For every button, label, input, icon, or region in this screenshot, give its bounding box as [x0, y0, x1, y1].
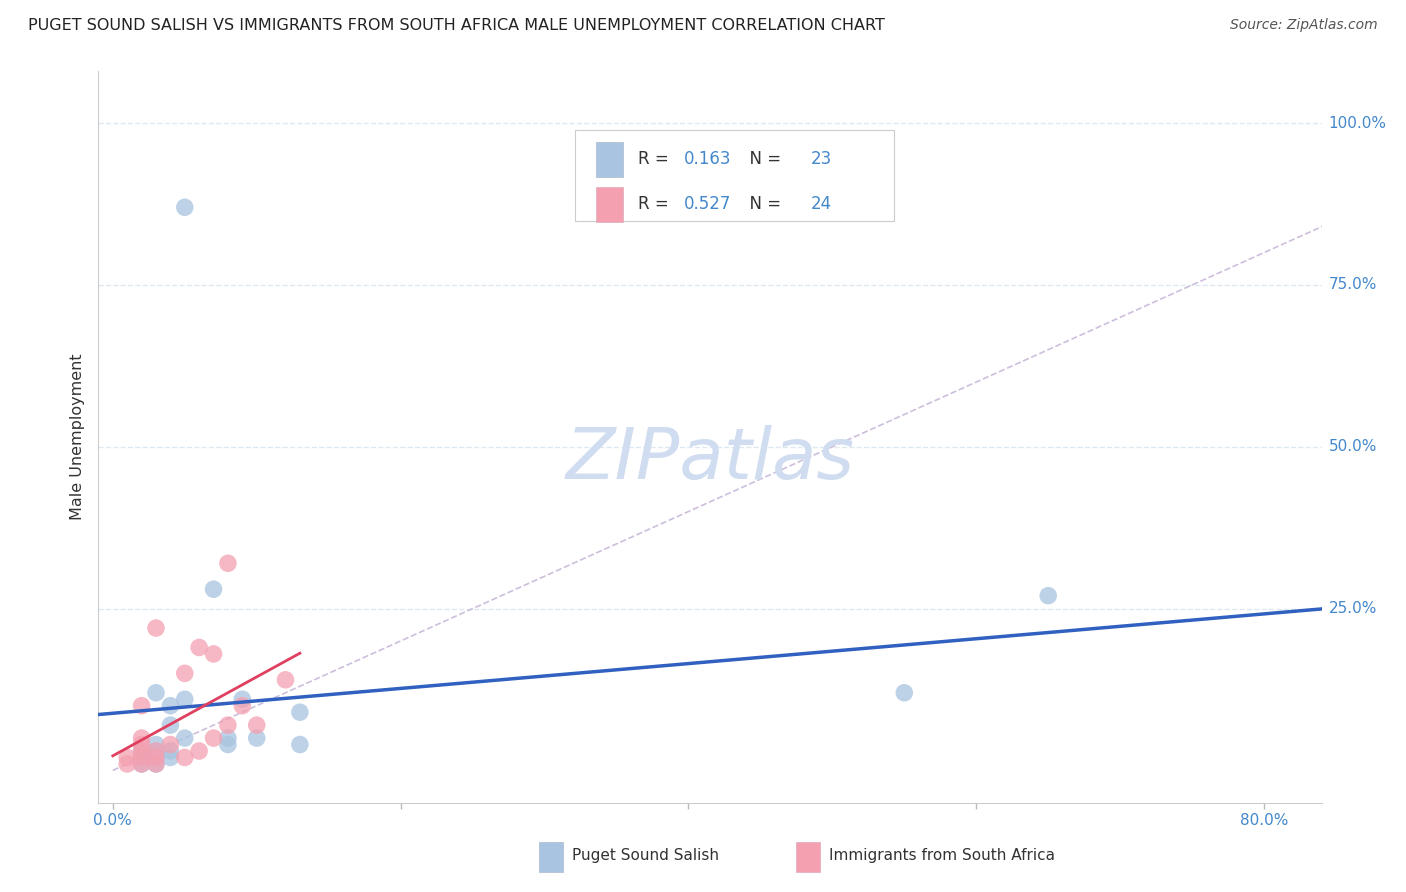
Point [288, 705, 311, 719]
Point [173, 731, 195, 745]
Point [131, 731, 153, 745]
Point [159, 750, 181, 764]
Point [145, 621, 167, 635]
Point [188, 744, 211, 758]
Bar [796, 842, 820, 871]
Point [131, 744, 153, 758]
Text: 0.163: 0.163 [685, 150, 733, 168]
Point [115, 756, 138, 771]
Point [145, 750, 167, 764]
Text: 100.0%: 100.0% [1329, 116, 1386, 130]
Point [131, 756, 153, 771]
Point [145, 756, 167, 771]
Point [131, 738, 153, 752]
Point [202, 731, 225, 745]
Point [159, 744, 181, 758]
Bar [596, 142, 623, 177]
Point [231, 698, 253, 713]
Point [217, 738, 239, 752]
Point [217, 718, 239, 732]
Point [202, 647, 225, 661]
Text: ZIPatlas: ZIPatlas [565, 425, 855, 493]
Point [231, 692, 253, 706]
Text: Source: ZipAtlas.com: Source: ZipAtlas.com [1230, 18, 1378, 32]
Text: R =: R = [638, 195, 673, 213]
Text: 50.0%: 50.0% [1329, 439, 1376, 454]
Point [217, 557, 239, 571]
Text: N =: N = [740, 195, 787, 213]
Text: 23: 23 [810, 150, 831, 168]
Point [131, 744, 153, 758]
FancyBboxPatch shape [575, 130, 894, 221]
Text: R =: R = [638, 150, 673, 168]
Point [246, 718, 269, 732]
Point [131, 750, 153, 764]
Y-axis label: Male Unemployment: Male Unemployment [70, 354, 86, 520]
Text: 24: 24 [810, 195, 831, 213]
Point [217, 731, 239, 745]
Text: 0.527: 0.527 [685, 195, 731, 213]
Point [159, 698, 181, 713]
Point [115, 750, 138, 764]
Point [202, 582, 225, 597]
Point [274, 673, 297, 687]
Bar [538, 842, 564, 871]
Point [131, 756, 153, 771]
Bar [596, 187, 623, 222]
Point [131, 698, 153, 713]
Point [159, 718, 181, 732]
Point [145, 738, 167, 752]
Point [145, 744, 167, 758]
Point [173, 750, 195, 764]
Text: Puget Sound Salish: Puget Sound Salish [572, 848, 718, 863]
Text: 25.0%: 25.0% [1329, 601, 1376, 616]
Point [288, 738, 311, 752]
Point [145, 750, 167, 764]
Point [145, 686, 167, 700]
Point [173, 666, 195, 681]
Point [893, 686, 915, 700]
Point [173, 692, 195, 706]
Text: Immigrants from South Africa: Immigrants from South Africa [828, 848, 1054, 863]
Point [131, 750, 153, 764]
Text: 75.0%: 75.0% [1329, 277, 1376, 293]
Point [246, 731, 269, 745]
Point [145, 756, 167, 771]
Point [173, 200, 195, 214]
Point [1038, 589, 1060, 603]
Point [159, 738, 181, 752]
Point [145, 744, 167, 758]
Text: N =: N = [740, 150, 787, 168]
Point [188, 640, 211, 655]
Text: PUGET SOUND SALISH VS IMMIGRANTS FROM SOUTH AFRICA MALE UNEMPLOYMENT CORRELATION: PUGET SOUND SALISH VS IMMIGRANTS FROM SO… [28, 18, 884, 33]
